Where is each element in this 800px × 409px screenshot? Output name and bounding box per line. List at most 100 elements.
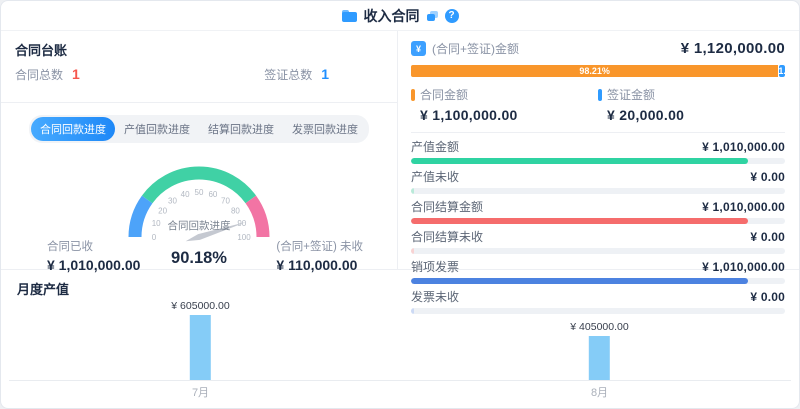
gauge-arc-segment	[141, 166, 257, 204]
amount-row-settlement-unreceived: 合同结算未收 ¥ 0.00	[411, 228, 785, 254]
row-progress	[411, 248, 785, 254]
gauge-tick-label: 50	[195, 188, 204, 197]
gauge-tick-label: 90	[237, 219, 246, 228]
stat-label: 合同总数	[15, 68, 64, 82]
bar-value-label: ¥ 405000.00	[570, 321, 629, 333]
visa-amount-segment: 1.	[779, 65, 785, 77]
divider	[1, 102, 397, 103]
amount-row-output: 产值金额 ¥ 1,010,000.00	[411, 138, 785, 164]
amount-row-output-unreceived: 产值未收 ¥ 0.00	[411, 168, 785, 194]
bar-month-label: 8月	[590, 387, 609, 399]
row-label: 产值金额	[411, 140, 460, 154]
gauge-title: 合同回款进度	[168, 219, 231, 232]
collection-gauge: 0102030405060708090100 合同回款进度 90.18%	[128, 166, 270, 267]
page-title: 收入合同	[363, 7, 420, 24]
bar-group-august: ¥ 405000.00	[570, 321, 629, 380]
visa-amount-pct: 1.	[779, 66, 785, 76]
ledger-section: 合同台账 合同总数 1 签证总数 1 合同回款进度 产值回款进度 结算回款进度 …	[1, 31, 398, 273]
legend-label: 签证金额	[607, 88, 656, 102]
amount-total-value: ¥ 1,120,000.00	[680, 40, 785, 57]
gauge-tick-label: 20	[158, 207, 167, 216]
unreceived-stat: (合同+签证) 未收 ¥ 110,000.00	[276, 238, 363, 273]
main-panels: 合同台账 合同总数 1 签证总数 1 合同回款进度 产值回款进度 结算回款进度 …	[1, 31, 799, 314]
row-value: ¥ 0.00	[750, 230, 785, 244]
stat-value: 1	[321, 66, 329, 82]
tab-invoice-collection[interactable]: 发票回款进度	[283, 117, 367, 141]
amount-row-invoice: 销项发票 ¥ 1,010,000.00	[411, 258, 785, 284]
gauge-needle	[185, 221, 247, 242]
row-label: 销项发票	[411, 260, 460, 274]
tab-output-collection[interactable]: 产值回款进度	[115, 117, 199, 141]
x-axis-line	[9, 380, 791, 381]
row-progress	[411, 218, 785, 224]
received-stat: 合同已收 ¥ 1,010,000.00	[47, 238, 140, 273]
bar	[589, 336, 610, 380]
received-value: ¥ 1,010,000.00	[47, 257, 141, 273]
contract-amount-pct: 98.21%	[579, 66, 610, 76]
received-label: 合同已收	[47, 241, 93, 253]
gauge-tick-label: 30	[168, 197, 177, 206]
divider	[411, 132, 785, 133]
row-label: 发票未收	[411, 290, 460, 304]
visa-total-stat: 签证总数 1	[264, 66, 329, 83]
legend-marker	[598, 88, 602, 101]
gauge-value: 90.18%	[171, 249, 227, 267]
row-value: ¥ 0.00	[750, 290, 785, 304]
gauge-tick-label: 10	[152, 219, 161, 228]
help-icon[interactable]: ?	[444, 8, 459, 23]
gauge-tick-label: 70	[221, 197, 230, 206]
tab-settlement-collection[interactable]: 结算回款进度	[199, 117, 283, 141]
progress-tabs: 合同回款进度 产值回款进度 结算回款进度 发票回款进度	[29, 115, 369, 143]
contract-amount-segment: 98.21%	[411, 65, 779, 77]
row-progress	[411, 308, 785, 314]
legend-value: ¥ 1,100,000.00	[420, 107, 518, 123]
monthly-bar-chart: ¥ 605000.00 ¥ 405000.00 7月 8月	[1, 300, 799, 404]
copy-icon	[426, 10, 438, 21]
row-label: 合同结算未收	[411, 230, 484, 244]
row-progress	[411, 278, 785, 284]
legend-label: 合同金额	[420, 88, 469, 102]
amount-icon: ¥	[411, 41, 426, 56]
row-label: 合同结算金额	[411, 200, 484, 214]
page-header: 收入合同 ?	[1, 1, 799, 31]
gauge-tick-label: 40	[181, 190, 190, 199]
legend-marker	[411, 88, 415, 101]
row-progress	[411, 158, 785, 164]
gauge-tick-label: 60	[208, 190, 217, 199]
bar	[190, 315, 211, 380]
gauge-arc-segment	[128, 195, 153, 238]
bar-value-label: ¥ 605000.00	[171, 300, 230, 312]
amount-stacked-bar: 98.21% 1.	[411, 65, 785, 77]
unreceived-label: (合同+签证) 未收	[276, 241, 363, 253]
ledger-title: 合同台账	[15, 43, 68, 58]
monthly-output-title: 月度产值	[17, 282, 70, 297]
row-value: ¥ 1,010,000.00	[702, 200, 785, 214]
amount-legend: 合同金额 ¥ 1,100,000.00 签证金额 ¥ 20,000.00	[411, 86, 785, 123]
row-value: ¥ 1,010,000.00	[702, 140, 785, 154]
amount-label: (合同+签证)金额	[432, 42, 520, 56]
gauge-arc-segment	[245, 195, 270, 238]
legend-visa-amount: 签证金额 ¥ 20,000.00	[598, 86, 785, 123]
monthly-output-section: 月度产值 ¥ 605000.00 ¥ 405000.00 7月 8月	[1, 270, 799, 404]
amount-row-invoice-unreceived: 发票未收 ¥ 0.00	[411, 288, 785, 314]
contract-folder-icon	[341, 9, 357, 22]
row-label: 产值未收	[411, 170, 460, 184]
gauge-tick-label: 0	[152, 233, 157, 242]
unreceived-value: ¥ 110,000.00	[276, 257, 358, 273]
ledger-stats: 合同总数 1 签证总数 1	[1, 59, 397, 83]
legend-contract-amount: 合同金额 ¥ 1,100,000.00	[411, 86, 598, 123]
gauge-tick-label: 100	[237, 233, 251, 242]
bar-month-label: 7月	[191, 387, 210, 399]
legend-value: ¥ 20,000.00	[607, 107, 685, 123]
row-progress	[411, 188, 785, 194]
tab-contract-collection[interactable]: 合同回款进度	[31, 117, 115, 141]
amount-rows: 产值金额 ¥ 1,010,000.00 产值未收 ¥ 0.00 合同结算金额	[411, 133, 785, 314]
amount-row-settlement: 合同结算金额 ¥ 1,010,000.00	[411, 198, 785, 224]
stat-label: 签证总数	[264, 68, 313, 82]
bar-group-july: ¥ 605000.00	[171, 300, 230, 380]
amount-summary-section: ¥ (合同+签证)金额 ¥ 1,120,000.00 98.21% 1. 合同金…	[398, 31, 799, 314]
contract-total-stat: 合同总数 1	[15, 66, 80, 83]
collection-gauge-area: 0102030405060708090100 合同回款进度 90.18% 合同已…	[1, 143, 397, 277]
row-value: ¥ 1,010,000.00	[702, 260, 785, 274]
